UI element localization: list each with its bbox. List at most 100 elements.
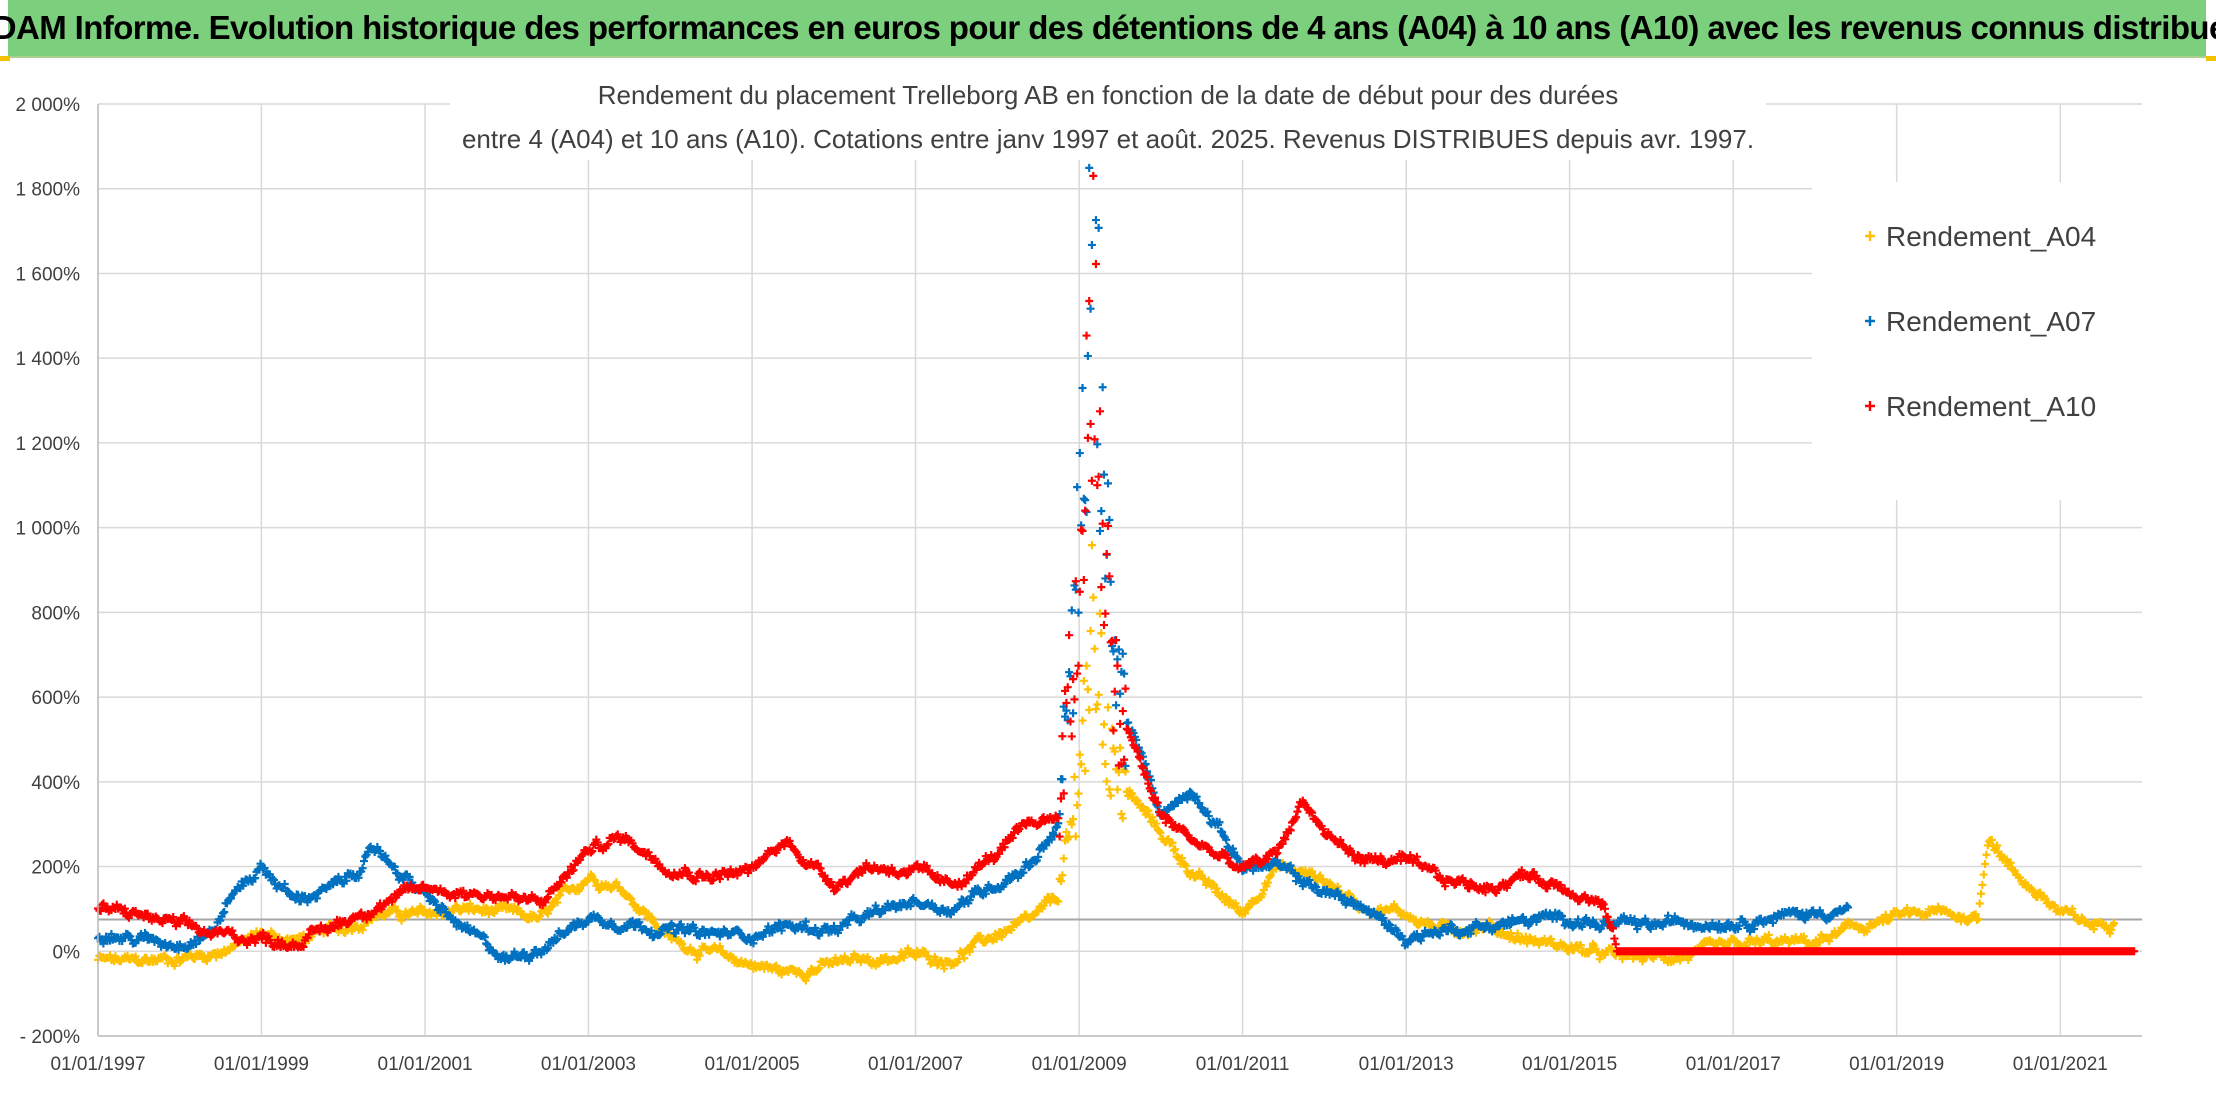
data-point-Rendement_A04 [648, 914, 657, 923]
data-point-Rendement_A10 [854, 870, 863, 879]
data-point-Rendement_A10 [1147, 787, 1155, 796]
data-point-Rendement_A04 [690, 947, 699, 956]
data-point-Rendement_A07 [1347, 895, 1356, 904]
data-point-Rendement_A07 [1099, 470, 1108, 479]
y-tick-label: 1 000% [16, 519, 81, 540]
data-point-Rendement_A07 [772, 923, 781, 932]
data-point-Rendement_A07 [777, 926, 786, 935]
data-point-Rendement_A07 [801, 917, 810, 926]
data-point-Rendement_A07 [1579, 919, 1588, 928]
chart-title-line: Rendement du placement Trelleborg AB en … [598, 80, 1618, 110]
data-point-Rendement_A04 [2068, 904, 2077, 913]
chart-title-line: entre 4 (A04) et 10 ans (A10). Cotations… [462, 124, 1754, 154]
data-point-Rendement_A04 [1506, 929, 1515, 938]
data-point-Rendement_A07 [1026, 862, 1035, 871]
data-point-Rendement_A07 [1098, 383, 1107, 392]
data-point-Rendement_A04 [2001, 856, 2010, 865]
data-point-Rendement_A04 [1987, 835, 1996, 844]
data-point-Rendement_A04 [1981, 859, 1990, 868]
data-point-Rendement_A10 [862, 859, 871, 868]
data-point-Rendement_A07 [1082, 507, 1091, 516]
data-point-Rendement_A04 [1086, 626, 1095, 635]
data-point-Rendement_A04 [1513, 929, 1522, 938]
data-point-Rendement_A07 [1292, 877, 1301, 886]
data-point-Rendement_A04 [1885, 915, 1894, 924]
data-point-Rendement_A04 [1091, 705, 1100, 714]
data-point-Rendement_A10 [1087, 476, 1096, 485]
data-point-Rendement_A10 [726, 865, 735, 874]
data-point-Rendement_A07 [812, 926, 821, 935]
data-point-Rendement_A07 [1191, 794, 1200, 803]
data-point-Rendement_A04 [1169, 846, 1178, 855]
data-point-Rendement_A04 [1427, 920, 1436, 929]
data-point-Rendement_A07 [1670, 912, 1679, 921]
data-point-Rendement_A10 [1556, 881, 1565, 890]
data-point-Rendement_A07 [1735, 921, 1744, 930]
data-point-Rendement_A04 [1113, 785, 1122, 794]
data-point-Rendement_A10 [1117, 759, 1126, 768]
data-point-Rendement_A04 [1082, 661, 1091, 670]
data-point-Rendement_A10 [1279, 833, 1288, 842]
data-point-Rendement_A07 [1047, 835, 1056, 844]
data-point-Rendement_A04 [1266, 871, 1275, 880]
data-point-Rendement_A07 [1273, 856, 1282, 865]
data-point-Rendement_A10 [827, 878, 836, 887]
data-point-Rendement_A07 [1799, 914, 1808, 923]
data-point-Rendement_A10 [1151, 793, 1160, 802]
corner-accent-left [0, 56, 10, 61]
series-Rendement_A10 [94, 171, 2139, 956]
data-point-Rendement_A10 [604, 839, 613, 848]
data-point-Rendement_A10 [1098, 519, 1107, 528]
data-point-Rendement_A07 [1114, 645, 1123, 654]
data-point-Rendement_A04 [1101, 759, 1110, 768]
data-point-Rendement_A04 [2087, 921, 2096, 930]
legend-marker [1865, 401, 1875, 411]
data-point-Rendement_A04 [1073, 801, 1082, 810]
data-point-Rendement_A10 [1059, 789, 1068, 798]
data-point-Rendement_A10 [543, 893, 552, 902]
data-point-Rendement_A10 [1278, 839, 1287, 848]
data-point-Rendement_A07 [1310, 881, 1319, 890]
data-point-Rendement_A10 [1128, 736, 1137, 745]
data-point-Rendement_A10 [1081, 506, 1090, 515]
data-point-Rendement_A10 [228, 926, 237, 935]
data-point-Rendement_A07 [1104, 479, 1113, 488]
data-point-Rendement_A07 [265, 870, 274, 879]
data-point-Rendement_A07 [553, 934, 562, 943]
data-point-Rendement_A10 [1312, 816, 1321, 825]
legend-label: Rendement_A04 [1886, 221, 2096, 252]
data-point-Rendement_A07 [1443, 927, 1452, 936]
data-point-Rendement_A04 [2089, 925, 2098, 934]
data-point-Rendement_A10 [1360, 859, 1369, 868]
header-banner: ADAM Informe. Evolution historique des p… [0, 0, 2216, 58]
data-point-Rendement_A10 [933, 871, 942, 880]
data-point-Rendement_A07 [1087, 240, 1096, 249]
data-point-Rendement_A07 [1721, 924, 1730, 933]
data-point-Rendement_A10 [589, 840, 598, 849]
data-point-Rendement_A04 [2107, 925, 2116, 934]
data-point-Rendement_A10 [1533, 874, 1542, 883]
data-point-Rendement_A10 [1000, 843, 1009, 852]
data-point-Rendement_A10 [1110, 687, 1119, 696]
data-point-Rendement_A07 [1085, 163, 1094, 172]
y-tick-label: 800% [31, 603, 80, 624]
data-point-Rendement_A10 [578, 850, 587, 859]
x-tick-label: 01/01/2001 [378, 1054, 473, 1075]
data-point-Rendement_A07 [749, 939, 758, 948]
data-point-Rendement_A07 [251, 874, 260, 883]
data-point-Rendement_A04 [1799, 932, 1808, 941]
data-point-Rendement_A10 [1099, 621, 1108, 630]
data-point-Rendement_A10 [813, 859, 822, 868]
data-point-Rendement_A07 [1071, 585, 1080, 594]
data-point-Rendement_A04 [1085, 705, 1094, 714]
data-point-Rendement_A07 [1019, 868, 1028, 877]
data-point-Rendement_A04 [590, 876, 599, 885]
data-point-Rendement_A04 [1392, 904, 1401, 913]
data-point-Rendement_A04 [612, 878, 621, 887]
data-point-Rendement_A04 [1156, 828, 1165, 837]
data-point-Rendement_A10 [1121, 684, 1130, 693]
data-point-Rendement_A10 [1062, 698, 1071, 707]
data-point-Rendement_A04 [1870, 920, 1879, 929]
data-point-Rendement_A10 [1603, 912, 1612, 921]
data-point-Rendement_A07 [1091, 216, 1100, 225]
